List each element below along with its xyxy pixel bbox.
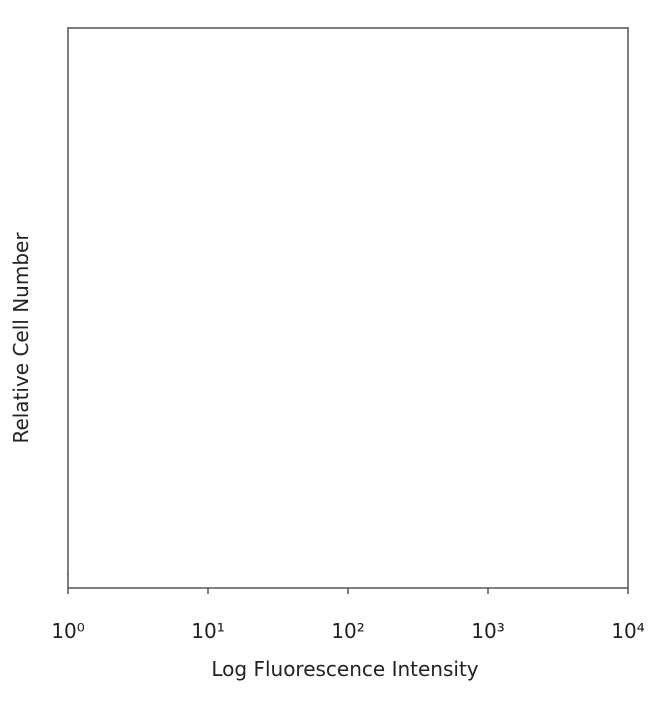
- x-tick-label: 10⁴: [611, 619, 644, 643]
- x-tick-label: 10¹: [191, 619, 224, 643]
- x-tick-label: 10²: [331, 619, 364, 643]
- y-axis-label: Relative Cell Number: [9, 232, 33, 444]
- x-tick-label: 10⁰: [51, 619, 84, 643]
- plot-frame: [67, 27, 629, 589]
- x-axis-label: Log Fluorescence Intensity: [211, 657, 478, 681]
- x-tick-label: 10³: [471, 619, 504, 643]
